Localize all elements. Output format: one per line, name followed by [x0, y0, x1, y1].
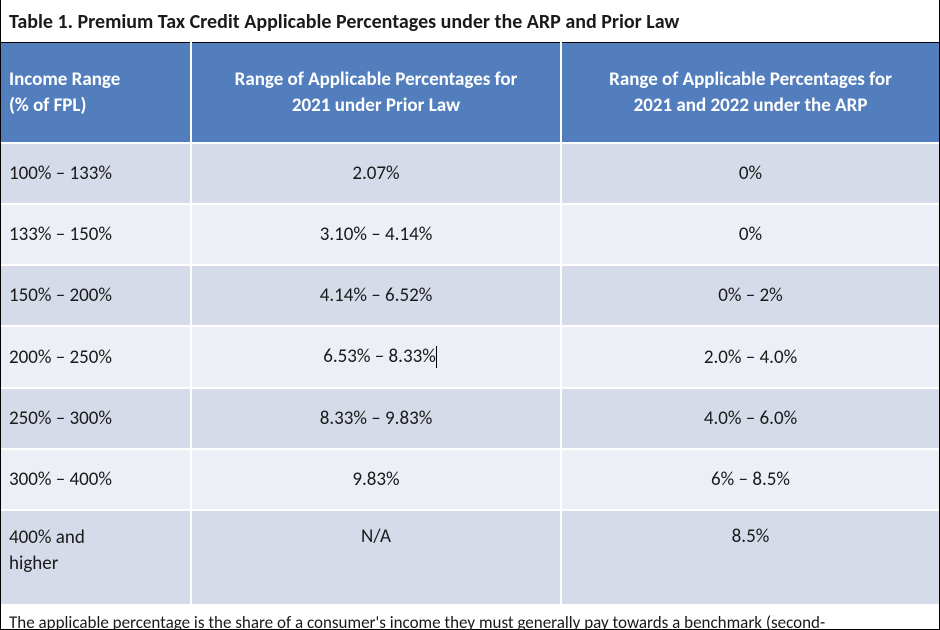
cell-arp: 8.5%	[561, 510, 939, 604]
col-header-prior-line1: Range of Applicable Percentages for	[235, 68, 518, 91]
table-row: 133% – 150% 3.10% – 4.14% 0%	[1, 204, 939, 265]
cell-prior: 8.33% – 9.83%	[191, 388, 561, 449]
table-footnote: The applicable percentage is the share o…	[1, 604, 939, 630]
cell-income: 200% – 250%	[1, 326, 191, 387]
cell-prior: 3.10% – 4.14%	[191, 204, 561, 265]
cell-income-line2: higher	[9, 552, 58, 575]
cell-arp: 2.0% – 4.0%	[561, 326, 939, 387]
cell-income-line1: 400% and	[9, 526, 85, 549]
ptc-table: Income Range (% of FPL) Range of Applica…	[1, 42, 939, 604]
col-header-income: Income Range (% of FPL)	[1, 43, 191, 144]
col-header-income-line1: Income Range	[9, 68, 120, 91]
cell-prior: 6.53% – 8.33%	[191, 326, 561, 387]
cell-income: 133% – 150%	[1, 204, 191, 265]
cell-income: 300% – 400%	[1, 449, 191, 510]
cell-income: 150% – 200%	[1, 265, 191, 326]
col-header-prior: Range of Applicable Percentages for 2021…	[191, 43, 561, 144]
table-row: 300% – 400% 9.83% 6% – 8.5%	[1, 449, 939, 510]
cell-arp: 0% – 2%	[561, 265, 939, 326]
cell-prior-value: 6.53% – 8.33%	[323, 345, 436, 368]
cell-income: 100% – 133%	[1, 143, 191, 204]
cell-prior: 9.83%	[191, 449, 561, 510]
cell-prior: 2.07%	[191, 143, 561, 204]
col-header-arp: Range of Applicable Percentages for 2021…	[561, 43, 939, 144]
cell-income: 250% – 300%	[1, 388, 191, 449]
table-body: 100% – 133% 2.07% 0% 133% – 150% 3.10% –…	[1, 143, 939, 604]
table-title: Table 1. Premium Tax Credit Applicable P…	[1, 0, 939, 42]
table-row: 200% – 250% 6.53% – 8.33% 2.0% – 4.0%	[1, 326, 939, 387]
table-row: 100% – 133% 2.07% 0%	[1, 143, 939, 204]
cell-arp: 4.0% – 6.0%	[561, 388, 939, 449]
cell-arp: 6% – 8.5%	[561, 449, 939, 510]
cell-income: 400% and higher	[1, 510, 191, 604]
col-header-arp-line2: 2021 and 2022 under the ARP	[634, 94, 868, 117]
page-container: Table 1. Premium Tax Credit Applicable P…	[0, 0, 940, 630]
col-header-arp-line1: Range of Applicable Percentages for	[609, 68, 892, 91]
table-row: 400% and higher N/A 8.5%	[1, 510, 939, 604]
table-row: 250% – 300% 8.33% – 9.83% 4.0% – 6.0%	[1, 388, 939, 449]
text-cursor-icon	[436, 346, 437, 368]
col-header-income-line2: (% of FPL)	[9, 94, 86, 117]
col-header-prior-line2: 2021 under Prior Law	[292, 94, 460, 117]
cell-prior: N/A	[191, 510, 561, 604]
table-row: 150% – 200% 4.14% – 6.52% 0% – 2%	[1, 265, 939, 326]
cell-arp: 0%	[561, 143, 939, 204]
cell-prior: 4.14% – 6.52%	[191, 265, 561, 326]
cell-arp: 0%	[561, 204, 939, 265]
table-header-row: Income Range (% of FPL) Range of Applica…	[1, 43, 939, 144]
